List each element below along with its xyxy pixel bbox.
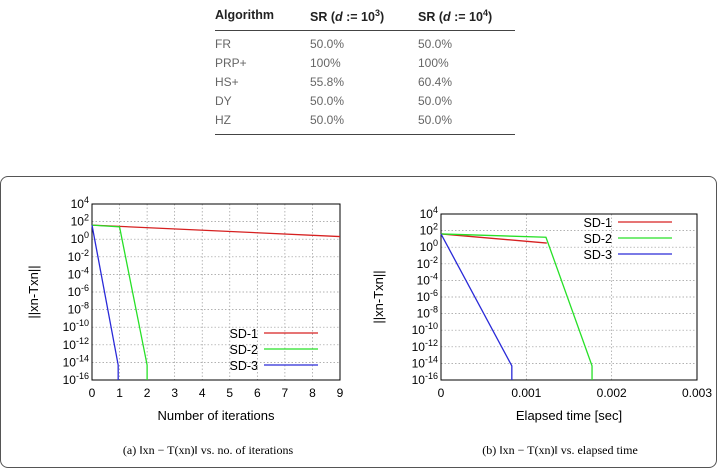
y-tick-label: 100 [71, 230, 89, 246]
x-tick-label: 5 [226, 386, 233, 400]
figure-caption: (b) ‖xn − T(xn)‖ vs. elapsed time [482, 443, 638, 457]
header-sr-1e3: SR (d := 103) [310, 8, 385, 25]
plot-area [440, 213, 698, 381]
x-tick-label: 3 [171, 386, 178, 400]
cell-sr4: 50.0% [418, 37, 453, 51]
x-tick-label: 4 [199, 386, 206, 400]
y-tick-label: 10-14 [63, 353, 89, 369]
header-sr-1e4: SR (d := 104) [418, 8, 493, 25]
cell-algorithm: HS+ [215, 75, 239, 89]
y-tick-label: 10-12 [63, 336, 89, 352]
y-tick-label: 10-2 [417, 255, 438, 271]
y-tick-label: 10-4 [417, 271, 438, 287]
cell-sr4: 100% [418, 56, 449, 70]
y-tick-label: 10-16 [412, 371, 438, 387]
figure-frame [0, 176, 717, 468]
x-tick-label: 6 [254, 386, 261, 400]
cell-sr3: 50.0% [310, 113, 345, 127]
cell-algorithm: PRP+ [215, 56, 247, 70]
cell-algorithm: FR [215, 37, 231, 51]
y-tick-label: 104 [420, 205, 438, 221]
y-tick-label: 10-10 [412, 321, 438, 337]
series-line-sd3 [91, 225, 119, 380]
x-tick-label: 0 [438, 386, 445, 400]
legend-label: SD-3 [584, 248, 613, 262]
bottom-rule [215, 134, 515, 135]
y-tick-label: 10-2 [68, 248, 89, 264]
series-line-sd2 [440, 233, 593, 380]
legend-label: SD-2 [584, 232, 613, 246]
legend-label: SD-1 [584, 216, 613, 230]
x-tick-label: 0.001 [511, 386, 541, 400]
x-tick-label: 0.002 [597, 386, 627, 400]
x-tick-label: 7 [282, 386, 289, 400]
cell-sr4: 50.0% [418, 113, 453, 127]
x-axis-label: Elapsed time [sec] [516, 408, 622, 423]
series-line-sd3 [440, 233, 513, 380]
y-tick-label: 10-6 [417, 288, 438, 304]
cell-algorithm: HZ [215, 113, 231, 127]
y-tick-label: 104 [71, 195, 89, 211]
cell-sr3: 50.0% [310, 37, 345, 51]
header-rule [215, 30, 515, 31]
y-tick-label: 10-14 [412, 354, 438, 370]
x-tick-label: 2 [144, 386, 151, 400]
cell-sr3: 55.8% [310, 75, 345, 89]
plot-area [91, 203, 341, 381]
y-tick-label: 100 [420, 238, 438, 254]
figure-caption: (a) ‖xn − T(xn)‖ vs. no. of iterations [123, 443, 294, 457]
x-tick-label: 9 [337, 386, 344, 400]
y-tick-label: 10-8 [417, 305, 438, 321]
legend-label: SD-3 [230, 359, 259, 373]
y-tick-label: 10-8 [68, 301, 89, 317]
x-tick-label: 1 [116, 386, 123, 400]
y-tick-label: 102 [420, 222, 438, 238]
x-axis-label: Number of iterations [157, 408, 275, 423]
x-tick-label: 8 [309, 386, 316, 400]
y-tick-label: 10-10 [63, 318, 89, 334]
x-tick-label: 0.003 [682, 386, 712, 400]
cell-sr3: 50.0% [310, 94, 345, 108]
y-tick-label: 10-4 [68, 265, 89, 281]
cell-sr4: 60.4% [418, 75, 453, 89]
y-axis-label: ||xn-Txn|| [26, 265, 41, 318]
series-line-sd1 [91, 224, 341, 238]
cell-algorithm: DY [215, 94, 232, 108]
legend-label: SD-2 [230, 343, 259, 357]
cell-sr3: 100% [310, 56, 341, 70]
series-line-sd2 [91, 224, 148, 380]
legend-label: SD-1 [230, 327, 259, 341]
series-line-sd1 [440, 233, 547, 244]
cell-sr4: 50.0% [418, 94, 453, 108]
y-axis-label: ||xn-Txn|| [371, 270, 386, 323]
x-tick-label: 0 [89, 386, 96, 400]
y-tick-label: 10-6 [68, 283, 89, 299]
chart-b: 10410210010-210-410-610-810-1010-1210-14… [371, 205, 712, 457]
y-tick-label: 102 [71, 213, 89, 229]
chart-a: 10410210010-210-410-610-810-1010-1210-14… [26, 195, 344, 457]
header-algorithm: Algorithm [215, 8, 275, 22]
y-tick-label: 10-12 [412, 338, 438, 354]
y-tick-label: 10-16 [63, 371, 89, 387]
